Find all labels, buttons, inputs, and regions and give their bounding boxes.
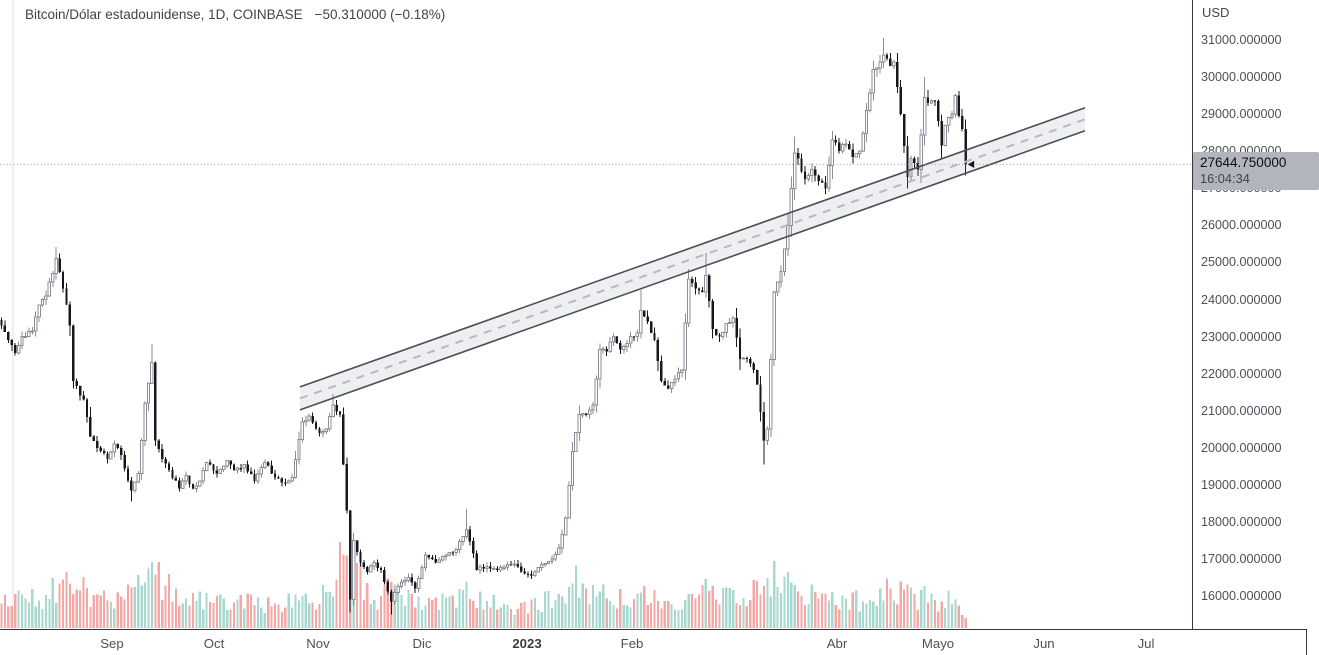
- time-axis-label: 2023: [512, 636, 542, 651]
- volume-bars: [0, 533, 967, 628]
- time-axis-label: Nov: [306, 636, 330, 651]
- time-axis-label: Feb: [620, 636, 644, 651]
- chart-legend[interactable]: Bitcoin/Dólar estadounidense, 1D, COINBA…: [25, 7, 445, 22]
- price-axis[interactable]: USD 31000.000000 30000.000000 29000.000000…: [1193, 0, 1319, 629]
- price-axis-label: 24000.000000: [1201, 292, 1282, 307]
- price-axis-label: 21000.000000: [1201, 403, 1282, 418]
- trend-channel-drawing: [299, 107, 1086, 411]
- time-axis-label: Sep: [100, 636, 124, 651]
- price-axis-label: 29000.000000: [1201, 107, 1282, 122]
- price-axis-label: 25000.000000: [1201, 255, 1282, 270]
- time-axis-label: Oct: [203, 636, 225, 651]
- time-axis-label: Mayo: [921, 636, 955, 651]
- price-axis-label: 20000.000000: [1201, 440, 1282, 455]
- last-price-marker: [967, 160, 975, 168]
- axis-corner-border: [1306, 630, 1307, 655]
- badge-price: 27644.750000: [1200, 155, 1287, 170]
- price-axis-label: 17000.000000: [1201, 551, 1282, 566]
- symbol-title[interactable]: Bitcoin/Dólar estadounidense, 1D, COINBA…: [25, 7, 303, 22]
- time-axis[interactable]: Sep Oct Nov Dic 2023 Feb Abr Mayo Jun Jul: [0, 630, 1319, 655]
- current-price-badge: 27644.750000 16:04:34: [1193, 152, 1319, 190]
- time-axis-label: Dic: [412, 636, 432, 651]
- time-axis-label: Jun: [1033, 636, 1055, 651]
- price-axis-label: 19000.000000: [1201, 477, 1282, 492]
- time-axis-border: [0, 629, 1307, 630]
- price-axis-label: 26000.000000: [1201, 218, 1282, 233]
- price-axis-label: 16000.000000: [1201, 589, 1282, 603]
- price-change-text: −50.310000 (−0.18%): [314, 7, 446, 22]
- time-axis-label: Jul: [1137, 636, 1155, 651]
- time-axis-label: Abr: [826, 636, 848, 651]
- price-axis-label: 23000.000000: [1201, 329, 1282, 344]
- price-axis-label: 18000.000000: [1201, 514, 1282, 529]
- price-axis-label: 31000.000000: [1201, 33, 1282, 47]
- candles: [0, 38, 967, 615]
- badge-countdown: 16:04:34: [1200, 171, 1250, 186]
- price-axis-label: 30000.000000: [1201, 70, 1282, 85]
- currency-label: USD: [1202, 5, 1230, 20]
- price-axis-label: 22000.000000: [1201, 366, 1282, 381]
- price-axis-border: [1192, 0, 1193, 630]
